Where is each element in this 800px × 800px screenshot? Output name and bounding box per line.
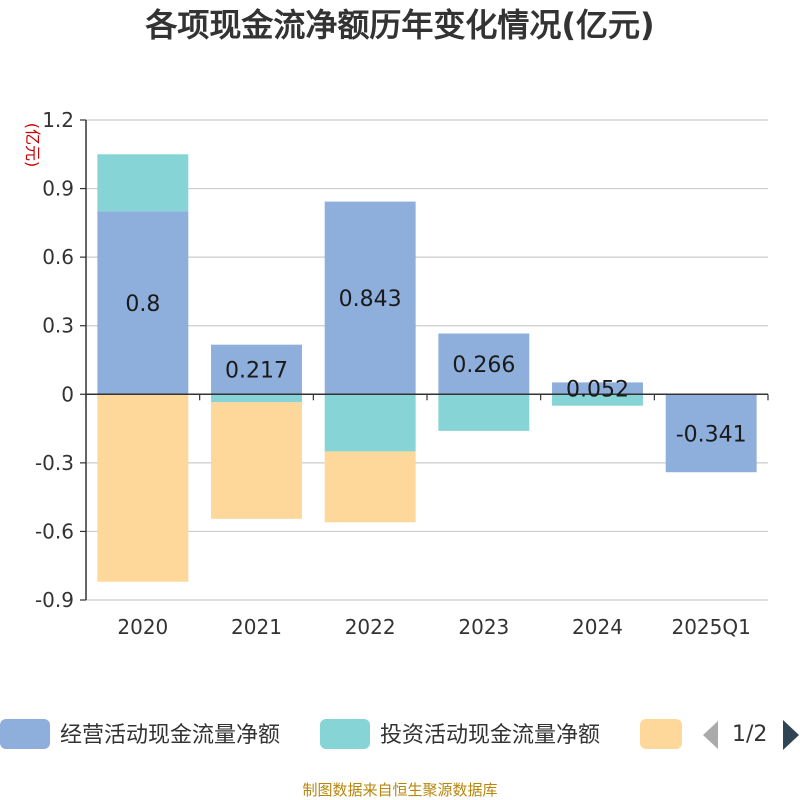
y-tick-label: -0.3 xyxy=(35,451,74,475)
bar-series-1-2024 xyxy=(552,394,643,406)
data-label: 0.217 xyxy=(225,358,288,383)
legend-swatch-2[interactable] xyxy=(640,719,682,749)
legend-next-icon[interactable] xyxy=(783,720,799,750)
bar-series-0-2020 xyxy=(97,211,189,395)
legend-swatch-0[interactable] xyxy=(0,719,50,749)
source-note: 制图数据来自恒生聚源数据库 xyxy=(302,781,497,799)
y-tick-label: 0.3 xyxy=(42,314,74,338)
x-tick-label: 2022 xyxy=(345,615,396,639)
axes-group: 1.2 0.9 0.6 0.3 0 -0.3 -0.6 -0.9 2020 2021 2022 202… xyxy=(35,108,769,639)
y-tick-label: 0.9 xyxy=(42,177,74,201)
legend-page-indicator: 1/2 xyxy=(732,722,767,747)
x-tick-label: 2020 xyxy=(117,615,168,639)
y-axis-unit: (亿元) xyxy=(23,123,42,168)
data-label: -0.341 xyxy=(676,422,747,447)
bar-series-1-2021 xyxy=(211,394,302,403)
bar-series-1-2020 xyxy=(97,154,189,212)
legend-label-0[interactable]: 经营活动现金流量净额 xyxy=(60,723,280,748)
data-label: 0.8 xyxy=(125,292,160,317)
data-label: 0.266 xyxy=(452,353,515,378)
data-label: 0.052 xyxy=(566,377,629,402)
bar-series-0-2023 xyxy=(438,333,530,395)
y-tick-label: 1.2 xyxy=(42,108,74,132)
bar-series-1-2022 xyxy=(324,394,416,452)
chart-title: 各项现金流净额历年变化情况(亿元) xyxy=(145,6,654,44)
x-tick-label: 2025Q1 xyxy=(671,615,750,639)
bar-series-1-2023 xyxy=(438,394,530,431)
bar-series-0-2025Q1 xyxy=(665,394,757,473)
x-tick-label: 2024 xyxy=(572,615,623,639)
bar-series-0-2021 xyxy=(211,344,302,395)
legend-label-1[interactable]: 投资活动现金流量净额 xyxy=(380,723,600,748)
y-tick-label: -0.9 xyxy=(35,588,74,612)
y-tick-label: 0 xyxy=(61,382,74,406)
legend-prev-icon[interactable] xyxy=(703,721,718,749)
bar-series-2-2022 xyxy=(324,451,416,523)
x-tick-label: 2021 xyxy=(231,615,282,639)
x-tick-label: 2023 xyxy=(458,615,509,639)
legend-swatch-1[interactable] xyxy=(320,719,370,749)
bar-series-0-2022 xyxy=(324,201,416,395)
data-label: 0.843 xyxy=(339,287,402,312)
y-tick-label: -0.6 xyxy=(35,519,74,543)
bar-series-0-2024 xyxy=(552,382,643,395)
bars-group xyxy=(97,154,757,582)
bar-series-2-2021 xyxy=(211,402,302,519)
legend: 经营活动现金流量净额 投资活动现金流量净额 1/2 xyxy=(0,719,799,750)
bar-series-2-2020 xyxy=(97,394,189,582)
grid-lines xyxy=(86,119,768,601)
y-tick-label: 0.6 xyxy=(42,245,74,269)
data-labels-group: 0.8 0.217 0.843 0.266 0.052 -0.341 xyxy=(125,287,746,447)
